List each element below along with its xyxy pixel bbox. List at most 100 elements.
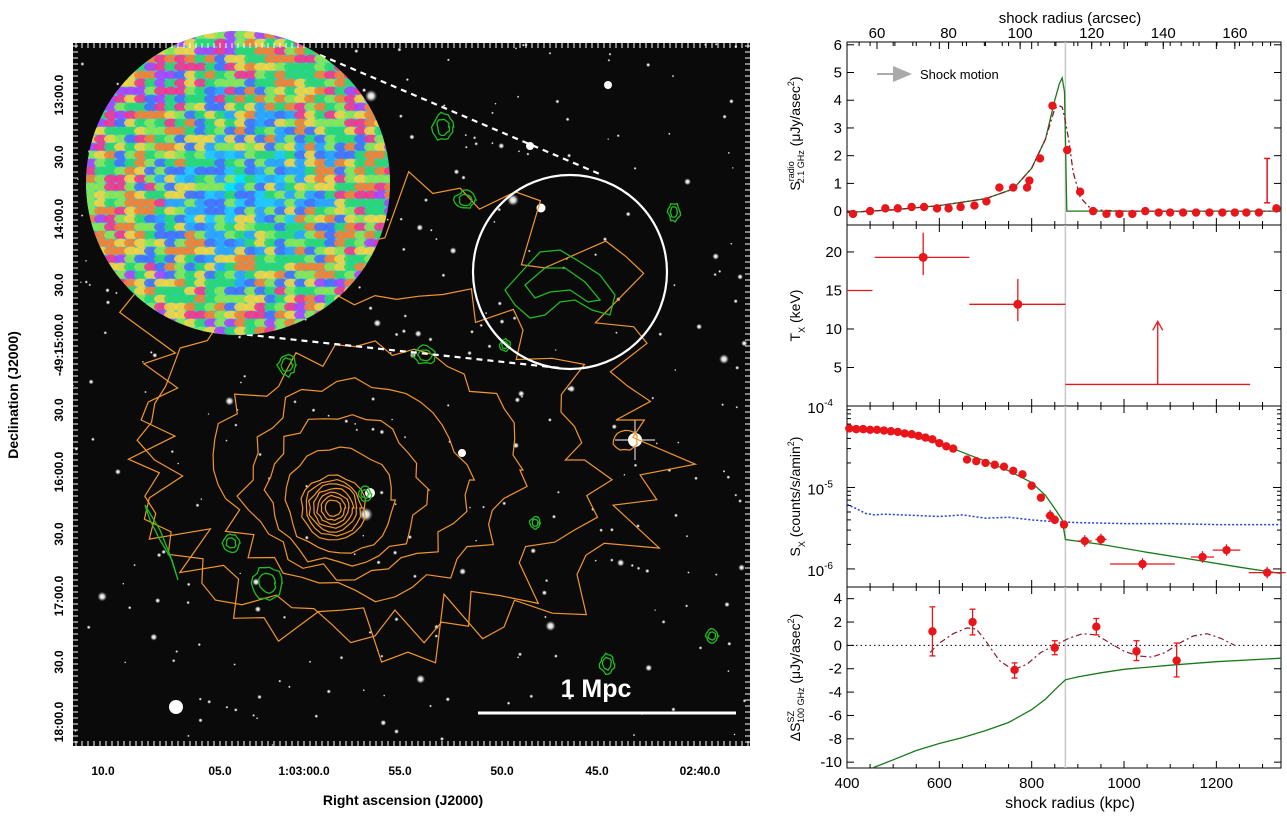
zoom-pixel bbox=[174, 126, 188, 136]
zoom-pixel bbox=[364, 150, 378, 160]
star bbox=[187, 734, 190, 738]
zoom-pixel bbox=[244, 70, 258, 80]
zoom-pixel bbox=[224, 174, 238, 184]
zoom-pixel bbox=[284, 294, 298, 304]
dec-tick-label: 30.0 bbox=[52, 522, 66, 546]
zoom-pixel bbox=[144, 94, 158, 104]
star bbox=[257, 694, 262, 700]
zoom-pixel bbox=[194, 62, 208, 72]
zoom-pixel bbox=[274, 142, 288, 152]
star bbox=[474, 141, 479, 146]
xray-data-point bbox=[914, 431, 923, 441]
zoom-pixel bbox=[154, 31, 168, 40]
zoom-pixel bbox=[254, 166, 268, 176]
zoom-pixel bbox=[94, 230, 108, 240]
ra-tick-label: 10.0 bbox=[91, 764, 115, 778]
zoom-pixel bbox=[284, 254, 298, 264]
zoom-pixel bbox=[374, 150, 388, 160]
star bbox=[479, 323, 484, 328]
zoom-pixel bbox=[184, 94, 198, 104]
zoom-pixel bbox=[224, 190, 238, 200]
zoom-pixel bbox=[274, 174, 288, 184]
zoom-pixel bbox=[114, 142, 128, 152]
radio-relic-contour bbox=[504, 249, 616, 319]
zoom-pixel bbox=[214, 278, 228, 288]
zoom-pixel bbox=[194, 310, 208, 320]
zoom-pixel bbox=[274, 310, 288, 320]
radio-contour bbox=[452, 189, 478, 209]
star bbox=[517, 150, 521, 153]
zoom-pixel bbox=[94, 198, 108, 208]
zoom-pixel bbox=[214, 110, 228, 120]
zoom-pixel bbox=[254, 174, 268, 184]
zoom-pixel bbox=[304, 54, 318, 64]
zoom-pixel bbox=[184, 206, 198, 216]
zoom-pixel bbox=[194, 86, 208, 96]
zoom-pixel bbox=[314, 246, 328, 256]
ra-tick-label: 50.0 bbox=[490, 764, 514, 778]
zoom-pixel bbox=[194, 126, 208, 136]
star bbox=[545, 620, 556, 632]
radio-contour bbox=[430, 111, 455, 141]
zoom-pixel bbox=[324, 31, 338, 40]
star bbox=[599, 528, 603, 533]
star bbox=[397, 47, 402, 52]
zoom-pixel bbox=[314, 238, 328, 248]
zoom-pixel bbox=[174, 134, 188, 144]
zoom-pixel bbox=[374, 182, 388, 192]
zoom-pixel bbox=[244, 286, 258, 296]
star bbox=[731, 166, 734, 169]
zoom-connector-top bbox=[319, 53, 603, 177]
xray-contour bbox=[136, 283, 614, 644]
radio-data-point bbox=[1141, 206, 1150, 216]
xray-data-point bbox=[845, 424, 854, 433]
star bbox=[594, 253, 598, 257]
y-axis-label-part: T bbox=[787, 332, 803, 341]
zoom-pixel bbox=[194, 134, 208, 144]
zoom-pixel bbox=[304, 86, 318, 96]
zoom-pixel bbox=[144, 294, 158, 304]
zoom-pixel bbox=[304, 214, 318, 224]
xray-data-point bbox=[858, 424, 868, 434]
radio-data-point bbox=[1154, 208, 1163, 217]
xray-data-point bbox=[1045, 511, 1055, 520]
zoom-pixel bbox=[204, 286, 218, 296]
zoom-pixel bbox=[164, 118, 178, 128]
zoom-pixel bbox=[254, 38, 268, 48]
star bbox=[607, 138, 610, 141]
star bbox=[484, 311, 488, 315]
xray-data-point bbox=[1096, 535, 1106, 544]
zoom-pixel bbox=[324, 70, 338, 80]
star bbox=[170, 449, 174, 454]
zoom-pixel bbox=[294, 174, 308, 184]
zoom-pixel bbox=[214, 318, 228, 328]
bottom-x-tick-label: 1200 bbox=[1200, 775, 1233, 792]
zoom-pixel bbox=[134, 78, 148, 88]
sz-data-point bbox=[1132, 647, 1141, 656]
xray-data-point bbox=[893, 427, 902, 437]
zoom-pixel bbox=[124, 246, 138, 256]
zoom-pixel bbox=[114, 102, 128, 112]
zoom-pixel bbox=[254, 310, 268, 320]
dec-tick-label: 18:00.0 bbox=[52, 701, 66, 742]
star bbox=[362, 689, 365, 692]
zoom-pixel bbox=[214, 254, 228, 264]
radio-data-point bbox=[1272, 204, 1281, 213]
zoom-pixel bbox=[144, 286, 158, 296]
radio-data-point bbox=[982, 197, 991, 206]
star bbox=[428, 337, 433, 342]
star bbox=[733, 299, 738, 304]
xray-data-point bbox=[900, 429, 909, 438]
star bbox=[339, 655, 344, 660]
zoom-pixel bbox=[314, 70, 328, 80]
zoom-pixel bbox=[184, 270, 198, 280]
bottom-x-tick-label: 400 bbox=[834, 775, 859, 792]
zoom-pixel bbox=[184, 214, 198, 224]
zoom-pixel bbox=[154, 278, 168, 288]
zoom-pixel bbox=[214, 310, 228, 320]
star bbox=[207, 699, 212, 704]
sz-data-point bbox=[1092, 622, 1101, 631]
zoom-pixel bbox=[274, 110, 288, 120]
zoom-pixel bbox=[254, 62, 268, 72]
zoom-pixel bbox=[174, 214, 188, 224]
